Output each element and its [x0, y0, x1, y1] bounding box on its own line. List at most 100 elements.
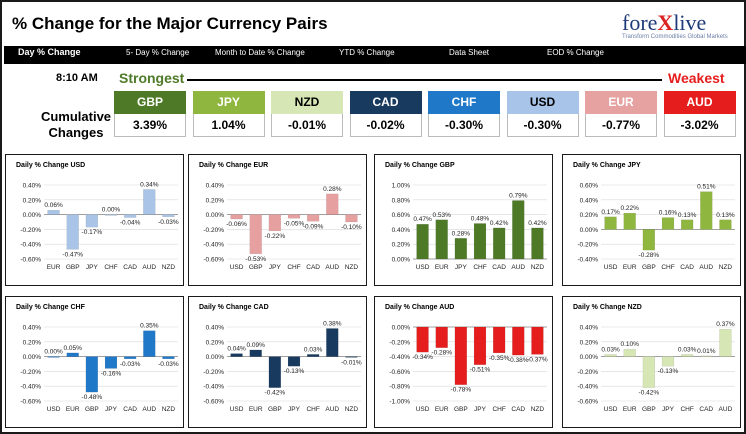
- y-tick-label: 0.20%: [206, 339, 225, 346]
- rank-currency: CHF: [428, 91, 500, 114]
- bar: [493, 227, 506, 260]
- nav-5day-change[interactable]: 5- Day % Change: [126, 48, 190, 57]
- x-tick-label: CHF: [492, 406, 505, 413]
- x-tick-label: AUD: [325, 406, 339, 413]
- chart-panel: Daily % Change CAD 0.40% 0.20% 0.00% -0.20% -…: [188, 296, 367, 428]
- nav-ytd-change[interactable]: YTD % Change: [339, 48, 395, 57]
- x-tick-label: CHF: [473, 264, 486, 271]
- nav-bar: Day % Change 5- Day % Change Month to Da…: [4, 46, 746, 64]
- y-tick-label: -0.40%: [389, 354, 410, 361]
- x-tick-label: CHF: [104, 264, 117, 271]
- bar: [230, 214, 243, 220]
- chart-svg: 0.40% 0.20% 0.00% -0.20% -0.40% -0.60% -0.06% U…: [203, 183, 362, 272]
- x-tick-label: EUR: [623, 264, 637, 271]
- y-tick-label: 0.00%: [392, 325, 411, 332]
- x-tick-label: CAD: [123, 406, 137, 413]
- rank-cell-jpy: JPY 1.04%: [192, 91, 265, 137]
- y-tick-label: 0.20%: [23, 197, 42, 204]
- chart-title: Daily % Change CAD: [199, 304, 269, 311]
- bar: [326, 328, 339, 357]
- logo-x: X: [657, 10, 674, 35]
- x-tick-label: USD: [230, 264, 244, 271]
- data-label: 0.03%: [304, 346, 323, 353]
- y-tick-label: 0.00%: [392, 257, 411, 264]
- logo-prefix: fore: [622, 10, 658, 35]
- y-tick-label: -0.60%: [577, 399, 598, 406]
- y-tick-label: 0.40%: [23, 325, 42, 332]
- bar: [85, 214, 98, 228]
- x-tick-label: USD: [604, 264, 618, 271]
- x-tick-label: EUR: [623, 406, 637, 413]
- y-tick-label: 0.00%: [206, 212, 225, 219]
- y-tick-label: -0.20%: [389, 339, 410, 346]
- x-tick-label: NZD: [162, 264, 176, 271]
- data-label: -0.06%: [226, 221, 247, 228]
- forexlive-logo[interactable]: foreXlive Transform Commodities Global M…: [622, 10, 732, 44]
- chart-panel: Daily % Change NZD 0.40% 0.20% 0.00% -0.20% -…: [562, 296, 741, 428]
- chart-svg: 0.40%0.20%0.00%-0.20%-0.40%-0.60%0.00%US…: [20, 323, 179, 413]
- chart-svg: 0.00% -0.20% -0.40% -0.60% -0.80% -1.00% -0.34…: [389, 325, 548, 414]
- bar: [531, 227, 544, 260]
- nav-data-sheet[interactable]: Data Sheet: [449, 48, 490, 57]
- bar: [143, 330, 156, 357]
- chart-svg: 0.40% 0.20% 0.00% -0.20% -0.40% -0.60% 0.03% US…: [577, 321, 735, 413]
- data-label: 0.04%: [227, 346, 246, 353]
- data-label: 0.17%: [601, 209, 620, 216]
- bar: [719, 329, 732, 357]
- rank-cell-chf: CHF -0.30%: [428, 91, 500, 137]
- y-tick-label: 0.80%: [392, 197, 411, 204]
- x-tick-label: NZD: [162, 406, 176, 413]
- bar: [85, 356, 98, 393]
- bar: [162, 356, 175, 360]
- chart-panel: Daily % Change GBP 1.00% 0.80% 0.60% 0.40% 0.…: [374, 154, 553, 286]
- rank-currency: EUR: [585, 91, 657, 114]
- chart-title: Daily % Change USD: [16, 162, 86, 169]
- data-label: -0.09%: [303, 223, 324, 230]
- bar: [473, 326, 487, 365]
- y-tick-label: -0.60%: [20, 257, 41, 264]
- y-tick-label: -0.40%: [203, 242, 224, 249]
- weakest-label: Weakest: [668, 70, 725, 86]
- y-tick-label: 0.20%: [392, 242, 411, 249]
- logo-suffix: live: [673, 10, 707, 35]
- cumulative-label-line1: Cumulative: [40, 109, 112, 124]
- y-tick-label: -0.20%: [577, 242, 598, 249]
- rank-currency: USD: [506, 91, 579, 114]
- x-tick-label: AUD: [719, 406, 733, 413]
- nav-day-change[interactable]: Day % Change: [18, 47, 81, 57]
- x-tick-label: CAD: [306, 264, 320, 271]
- data-label: -0.28%: [639, 252, 660, 259]
- data-label: 0.13%: [716, 212, 735, 219]
- bar: [681, 219, 694, 230]
- x-tick-label: CHF: [287, 264, 300, 271]
- y-tick-label: 0.00%: [23, 354, 42, 361]
- x-tick-label: USD: [416, 264, 430, 271]
- data-label: 0.38%: [323, 320, 342, 327]
- x-tick-label: JPY: [474, 406, 487, 413]
- bar: [454, 238, 467, 260]
- x-tick-label: CHF: [680, 406, 693, 413]
- x-tick-label: AUD: [325, 264, 339, 271]
- data-label: 0.35%: [140, 323, 159, 330]
- rank-cell-aud: AUD -3.02%: [663, 91, 736, 137]
- y-tick-label: -0.40%: [20, 384, 41, 391]
- x-tick-label: AUD: [142, 264, 156, 271]
- x-tick-label: EUR: [435, 264, 449, 271]
- bar: [143, 189, 156, 215]
- bar: [47, 356, 60, 358]
- x-tick-label: JPY: [105, 406, 118, 413]
- y-tick-label: -0.40%: [577, 257, 598, 264]
- data-label: -0.03%: [158, 219, 179, 226]
- data-label: 0.53%: [432, 212, 451, 219]
- y-tick-label: 0.40%: [580, 197, 599, 204]
- data-label: 0.22%: [620, 205, 639, 212]
- bar: [642, 229, 655, 251]
- nav-mtd-change[interactable]: Month to Date % Change: [215, 48, 305, 57]
- nav-eod-change[interactable]: EOD % Change: [547, 48, 604, 57]
- data-label: -0.03%: [158, 361, 179, 368]
- bar: [249, 214, 262, 255]
- y-tick-label: -0.60%: [203, 257, 224, 264]
- bar: [416, 326, 429, 353]
- bar: [416, 224, 429, 260]
- rank-currency: CAD: [349, 91, 422, 114]
